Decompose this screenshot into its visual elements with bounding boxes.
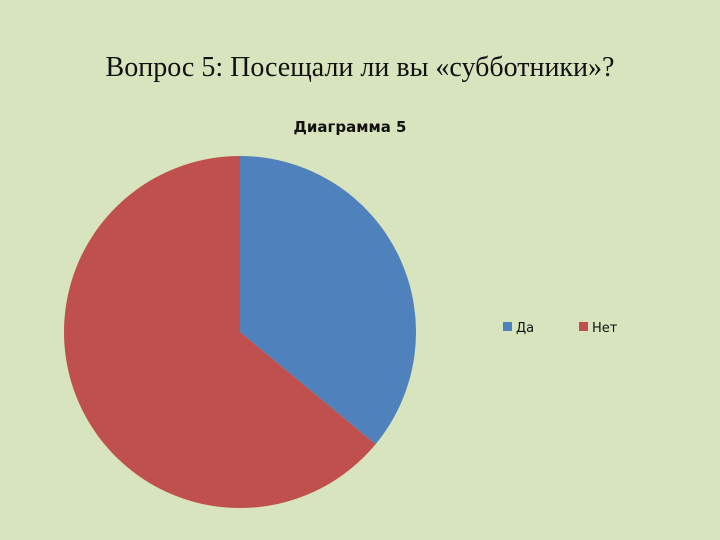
legend-swatch-1 <box>503 322 512 331</box>
chart-title: Диаграмма 5 <box>294 118 407 136</box>
pie-slices <box>64 156 417 508</box>
legend: Да Нет <box>503 321 618 336</box>
legend-label-2: Нет <box>592 321 618 336</box>
legend-label-1: Да <box>516 321 534 336</box>
pie-slice-1 <box>240 156 417 445</box>
legend-swatch-2 <box>579 322 588 331</box>
slide-title: Вопрос 5: Посещали ли вы «субботники»? <box>105 52 615 83</box>
pie-slice-2 <box>64 156 376 508</box>
